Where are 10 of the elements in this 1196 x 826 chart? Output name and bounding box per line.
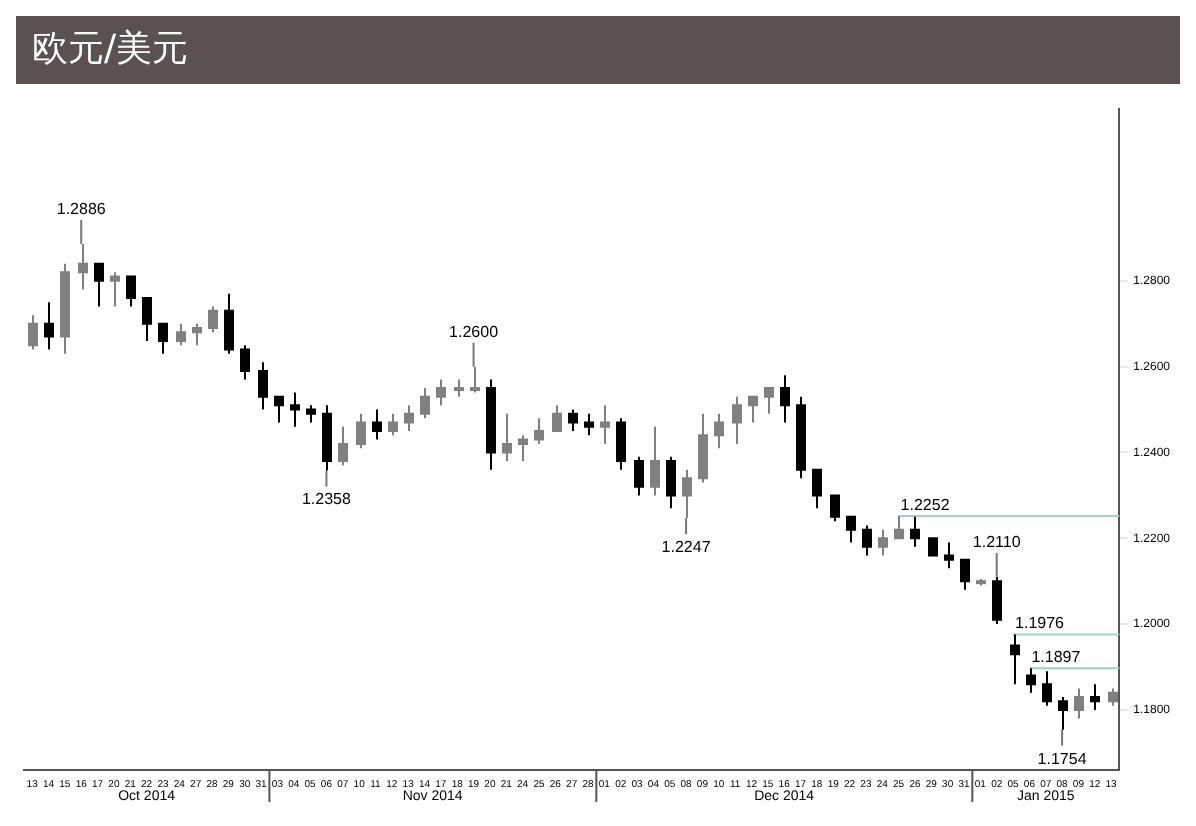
ref-line-label: 1.2252	[900, 495, 951, 514]
chart-title: 欧元/美元	[16, 16, 1180, 84]
annotation: 1.2600	[449, 322, 500, 341]
annotation: 1.2247	[661, 538, 712, 557]
ref-line-label: 1.1976	[1015, 614, 1066, 633]
annotation: 1.2358	[301, 490, 352, 509]
annotation: 1.2110	[972, 532, 1022, 551]
annotation: 1.2886	[56, 199, 107, 218]
annotation: 1.1754	[1037, 749, 1088, 768]
ref-line-label: 1.1897	[1031, 648, 1082, 667]
